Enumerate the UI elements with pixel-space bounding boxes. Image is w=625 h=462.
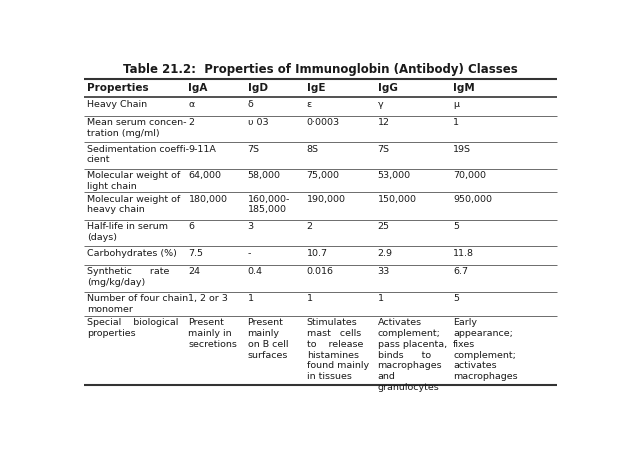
Text: 2: 2 — [307, 222, 312, 231]
Text: 150,000: 150,000 — [378, 195, 417, 204]
Text: Special    biological
properties: Special biological properties — [87, 318, 178, 338]
Text: 64,000: 64,000 — [189, 171, 221, 181]
Text: Heavy Chain: Heavy Chain — [87, 99, 147, 109]
Text: -: - — [248, 249, 251, 258]
Text: Early
appearance;
fixes
complement;
activates
macrophages: Early appearance; fixes complement; acti… — [453, 318, 518, 381]
Text: Present
mainly in
secretions: Present mainly in secretions — [189, 318, 238, 349]
Text: 2.9: 2.9 — [378, 249, 392, 258]
Text: 12: 12 — [378, 118, 389, 127]
Text: 7S: 7S — [378, 145, 389, 154]
Text: 7S: 7S — [248, 145, 259, 154]
Text: IgG: IgG — [378, 83, 398, 93]
Text: IgA: IgA — [189, 83, 208, 93]
Text: 19S: 19S — [453, 145, 471, 154]
Text: 10.7: 10.7 — [307, 249, 328, 258]
Text: Molecular weight of
light chain: Molecular weight of light chain — [87, 171, 180, 191]
Text: 1: 1 — [453, 118, 459, 127]
Text: 9-11A: 9-11A — [189, 145, 216, 154]
Text: Synthetic      rate
(mg/kg/day): Synthetic rate (mg/kg/day) — [87, 267, 169, 287]
Text: IgM: IgM — [453, 83, 475, 93]
Text: 11.8: 11.8 — [453, 249, 474, 258]
Text: 24: 24 — [189, 267, 201, 276]
Text: α: α — [189, 99, 195, 109]
Text: IgD: IgD — [248, 83, 268, 93]
Text: μ: μ — [453, 99, 459, 109]
Text: 1, 2 or 3: 1, 2 or 3 — [189, 294, 228, 303]
Text: υ 03: υ 03 — [248, 118, 268, 127]
Text: Properties: Properties — [87, 83, 149, 93]
Text: 75,000: 75,000 — [307, 171, 339, 181]
Text: δ: δ — [248, 99, 253, 109]
Text: 58,000: 58,000 — [248, 171, 281, 181]
Text: Mean serum concen-
tration (mg/ml): Mean serum concen- tration (mg/ml) — [87, 118, 186, 138]
Text: Table 21.2:  Properties of Immunoglobin (Antibody) Classes: Table 21.2: Properties of Immunoglobin (… — [123, 63, 518, 76]
Text: Stimulates
mast   cells
to    release
histamines
found mainly
in tissues: Stimulates mast cells to release histami… — [307, 318, 369, 381]
Text: 5: 5 — [453, 294, 459, 303]
Text: 1: 1 — [248, 294, 254, 303]
Text: 160,000-
185,000: 160,000- 185,000 — [248, 195, 290, 214]
Text: IgE: IgE — [307, 83, 325, 93]
Text: 0·0003: 0·0003 — [307, 118, 340, 127]
Text: 1: 1 — [378, 294, 384, 303]
Text: 190,000: 190,000 — [307, 195, 346, 204]
Text: Activates
complement;
pass placenta,
binds      to
macrophages
and
granulocytes: Activates complement; pass placenta, bin… — [378, 318, 447, 392]
Text: 33: 33 — [378, 267, 390, 276]
Text: Carbohydrates (%): Carbohydrates (%) — [87, 249, 177, 258]
Text: 25: 25 — [378, 222, 389, 231]
Text: Number of four chain
monomer: Number of four chain monomer — [87, 294, 188, 314]
Text: 2: 2 — [189, 118, 194, 127]
Text: 53,000: 53,000 — [378, 171, 411, 181]
Text: 7.5: 7.5 — [189, 249, 204, 258]
Text: Half-life in serum
(days): Half-life in serum (days) — [87, 222, 168, 242]
Text: 180,000: 180,000 — [189, 195, 228, 204]
Text: 0.4: 0.4 — [248, 267, 262, 276]
Text: 8S: 8S — [307, 145, 319, 154]
Text: ε: ε — [307, 99, 312, 109]
Text: 950,000: 950,000 — [453, 195, 493, 204]
Text: Sedimentation coeffi-
cient: Sedimentation coeffi- cient — [87, 145, 189, 164]
Text: 3: 3 — [248, 222, 254, 231]
Text: 0.016: 0.016 — [307, 267, 334, 276]
Text: 6.7: 6.7 — [453, 267, 468, 276]
Text: 6: 6 — [189, 222, 194, 231]
Text: γ: γ — [378, 99, 383, 109]
Text: 70,000: 70,000 — [453, 171, 486, 181]
Text: 1: 1 — [307, 294, 312, 303]
Text: 5: 5 — [453, 222, 459, 231]
Text: Molecular weight of
heavy chain: Molecular weight of heavy chain — [87, 195, 180, 214]
Text: Present
mainly
on B cell
surfaces: Present mainly on B cell surfaces — [248, 318, 288, 359]
